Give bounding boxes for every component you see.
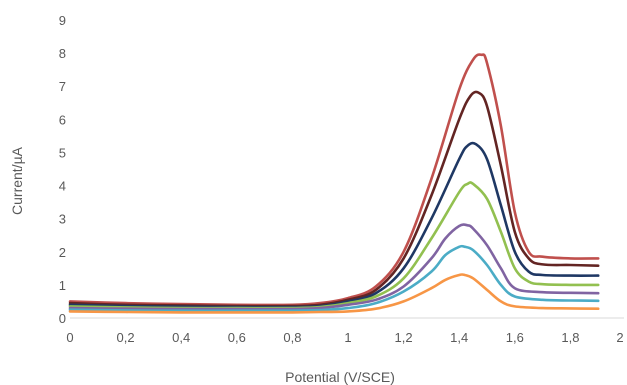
plot-lines	[68, 53, 600, 314]
x-tick-label: 2	[616, 330, 623, 345]
y-tick-label: 9	[59, 13, 66, 28]
x-tick-label: 1,4	[450, 330, 468, 345]
y-tick-label: 7	[59, 79, 66, 94]
y-tick-label: 8	[59, 46, 66, 61]
y-tick-labels: 0 1 2 3 4 5 6 7 8 9	[59, 13, 66, 326]
y-tick-label: 0	[59, 311, 66, 326]
series-line-7	[68, 273, 600, 314]
x-tick-label: 0	[66, 330, 73, 345]
x-axis-title: Potential (V/SCE)	[285, 369, 395, 385]
x-tick-label: 0,4	[172, 330, 190, 345]
y-tick-label: 2	[59, 245, 66, 260]
x-tick-label: 1	[344, 330, 351, 345]
x-tick-labels: 0 0,2 0,4 0,6 0,8 1 1,2 1,4 1,6 1,8 2	[66, 330, 623, 345]
x-tick-label: 0,6	[228, 330, 246, 345]
series-line-5	[68, 223, 600, 311]
y-axis-title: Current/µA	[9, 146, 25, 215]
x-tick-label: 1,6	[506, 330, 524, 345]
y-tick-label: 3	[59, 212, 66, 227]
x-tick-label: 1,2	[395, 330, 413, 345]
series-line-6	[68, 244, 600, 313]
y-tick-label: 1	[59, 278, 66, 293]
y-tick-label: 5	[59, 145, 66, 160]
series-line-1	[68, 53, 600, 307]
x-tick-label: 0,8	[283, 330, 301, 345]
y-tick-label: 6	[59, 112, 66, 127]
x-tick-label: 0,2	[117, 330, 135, 345]
x-tick-label: 1,8	[561, 330, 579, 345]
y-tick-label: 4	[59, 179, 66, 194]
